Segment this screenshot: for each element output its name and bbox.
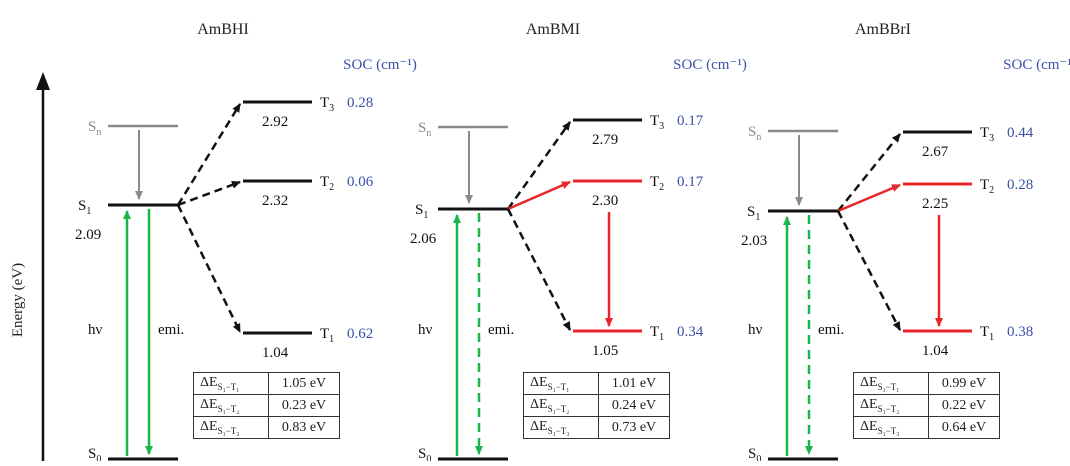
panel-3-s0-label: S0 [748, 446, 761, 461]
panel-3-emi-label: emi. [818, 322, 844, 338]
panel-2-isc-arrow-t3 [506, 121, 572, 210]
gap-value: 0.24 eV [598, 394, 670, 417]
gap-label: ΔES₁−T₂ [523, 394, 599, 417]
panel-1-sn-label: Sn [88, 119, 101, 138]
panel-1-s0-label: S0 [88, 446, 101, 461]
panel-1-t2-soc: 0.06 [347, 174, 374, 190]
gap-value: 0.23 eV [268, 394, 340, 417]
panel-3-s1-value: 2.03 [741, 233, 767, 249]
table-row: ΔES₁−T₃ 0.64 eV [853, 416, 1000, 439]
table-row: ΔES₁−T₁ 1.01 eV [523, 372, 670, 395]
panel-3-t2-label: T2 [980, 177, 994, 196]
panel-1-t3-soc: 0.28 [347, 95, 373, 111]
panel-3-isc-arrow-t3 [837, 133, 901, 212]
panel-1-s1-label: S1 [78, 198, 91, 217]
panel-3-t3-value: 2.67 [922, 144, 949, 160]
panel-3-isc-arrow-t2 [837, 183, 901, 213]
panel-2-soc-header: SOC (cm⁻¹) [673, 57, 747, 73]
panel-1-t3-value: 2.92 [262, 114, 288, 130]
panel-2-title: AmBMI [526, 21, 580, 38]
panel-1-isc-arrow-t2 [177, 180, 241, 207]
panel-3-sn-label: Sn [748, 124, 761, 143]
panel-1-title: AmBHI [197, 21, 249, 38]
panel-1-t2-label: T2 [320, 174, 334, 193]
panel-1-energy-gap-table: ΔES₁−T₁ 1.05 eV ΔES₁−T₂ 0.23 eV ΔES₁−T₃ 0.83 … [193, 372, 340, 439]
panel-2-t3-value: 2.79 [592, 132, 618, 148]
panel-3-energy-gap-table: ΔES₁−T₁ 0.99 eV ΔES₁−T₂ 0.22 eV ΔES₁−T₃ 0.64 … [853, 372, 1000, 439]
panel-3-t1-soc: 0.38 [1007, 324, 1033, 340]
panel-1-s1-value: 2.09 [75, 227, 101, 243]
gap-label: ΔES₁−T₂ [853, 394, 929, 417]
panel-2-s0-label: S0 [418, 446, 431, 461]
gap-label: ΔES₁−T₁ [853, 372, 929, 395]
gap-value: 0.99 eV [928, 372, 1000, 395]
panel-1-isc-arrow-t1 [176, 204, 242, 333]
table-row: ΔES₁−T₁ 1.05 eV [193, 372, 340, 395]
panel-2-isc-arrow-t2 [507, 180, 571, 211]
panel-2-isc-arrow-t1 [506, 208, 572, 331]
panel-3-t1-label: T1 [980, 324, 994, 343]
panel-3-t3-label: T3 [980, 125, 994, 144]
panel-2-s1-value: 2.06 [410, 231, 437, 247]
panel-3-title: AmBBrI [855, 21, 911, 38]
panel-2-energy-gap-table: ΔES₁−T₁ 1.01 eV ΔES₁−T₂ 0.24 eV ΔES₁−T₃ 0.73 … [523, 372, 670, 439]
panel-2-t1-value: 1.05 [592, 343, 618, 359]
energy-axis-arrowhead [36, 72, 50, 90]
panel-2-s1-label: S1 [415, 202, 428, 221]
gap-value: 1.01 eV [598, 372, 670, 395]
gap-label: ΔES₁−T₂ [193, 394, 269, 417]
table-row: ΔES₁−T₂ 0.23 eV [193, 394, 340, 417]
panel-1-t2-value: 2.32 [262, 193, 288, 209]
gap-value: 0.73 eV [598, 416, 670, 439]
panel-1-t1-value: 1.04 [262, 345, 289, 361]
panel-2-hv-label: hν [418, 322, 433, 338]
table-row: ΔES₁−T₂ 0.22 eV [853, 394, 1000, 417]
panel-2-t3-soc: 0.17 [677, 113, 704, 129]
panel-1-hv-label: hν [88, 322, 103, 338]
panel-1-t1-soc: 0.62 [347, 326, 373, 342]
panel-3-t1-value: 1.04 [922, 343, 949, 359]
gap-value: 0.22 eV [928, 394, 1000, 417]
gap-label: ΔES₁−T₁ [193, 372, 269, 395]
table-row: ΔES₁−T₁ 0.99 eV [853, 372, 1000, 395]
table-row: ΔES₁−T₂ 0.24 eV [523, 394, 670, 417]
panel-3-s1-label: S1 [747, 204, 760, 223]
energy-axis-label: Energy (eV) [10, 263, 26, 337]
panel-2-t2-value: 2.30 [592, 193, 618, 209]
gap-label: ΔES₁−T₃ [193, 416, 269, 439]
panel-1-t3-label: T3 [320, 95, 334, 114]
gap-label: ΔES₁−T₃ [853, 416, 929, 439]
panel-1-isc-arrow-t3 [176, 103, 242, 206]
gap-label: ΔES₁−T₃ [523, 416, 599, 439]
panel-2-t1-soc: 0.34 [677, 324, 704, 340]
panel-2-emi-label: emi. [488, 322, 514, 338]
table-row: ΔES₁−T₃ 0.73 eV [523, 416, 670, 439]
panel-3-hv-label: hν [748, 322, 763, 338]
panel-1-t1-label: T1 [320, 326, 334, 345]
gap-label: ΔES₁−T₁ [523, 372, 599, 395]
panel-1-emi-label: emi. [158, 322, 184, 338]
panel-2-t2-soc: 0.17 [677, 174, 704, 190]
panel-3-t3-soc: 0.44 [1007, 125, 1034, 141]
panel-2-t3-label: T3 [650, 113, 664, 132]
panel-2-t2-label: T2 [650, 174, 664, 193]
panel-3-t2-value: 2.25 [922, 196, 948, 212]
panel-3-isc-arrow-t1 [836, 210, 902, 331]
panel-3-soc-header: SOC (cm⁻¹) [1003, 57, 1070, 73]
gap-value: 0.64 eV [928, 416, 1000, 439]
panel-2-sn-label: Sn [418, 120, 431, 139]
table-row: ΔES₁−T₃ 0.83 eV [193, 416, 340, 439]
gap-value: 0.83 eV [268, 416, 340, 439]
panel-2-t1-label: T1 [650, 324, 664, 343]
panel-3-t2-soc: 0.28 [1007, 177, 1033, 193]
gap-value: 1.05 eV [268, 372, 340, 395]
panel-1-soc-header: SOC (cm⁻¹) [343, 57, 417, 73]
